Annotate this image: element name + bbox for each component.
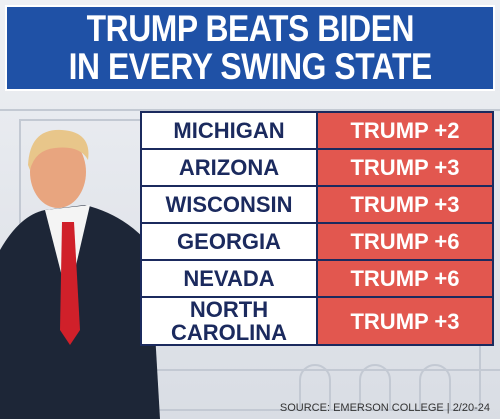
- table-row: ARIZONA TRUMP +3: [142, 150, 492, 185]
- result-cell: TRUMP +6: [318, 261, 492, 296]
- state-cell: MICHIGAN: [142, 113, 316, 148]
- person-figure: [0, 129, 160, 419]
- state-cell: GEORGIA: [142, 224, 316, 259]
- result-cell: TRUMP +3: [318, 150, 492, 185]
- title-banner: TRUMP BEATS BIDEN IN EVERY SWING STATE: [5, 5, 495, 91]
- table-row: GEORGIA TRUMP +6: [142, 224, 492, 259]
- table-row: NORTH CAROLINA TRUMP +3: [142, 298, 492, 344]
- state-cell: ARIZONA: [142, 150, 316, 185]
- title-line: IN EVERY SWING STATE: [68, 46, 432, 87]
- source-note: SOURCE: EMERSON COLLEGE | 2/20-24: [279, 402, 490, 414]
- state-cell: NORTH CAROLINA: [142, 298, 316, 344]
- state-cell: WISCONSIN: [142, 187, 316, 222]
- title-line: TRUMP BEATS BIDEN: [86, 8, 414, 49]
- results-table: MICHIGAN TRUMP +2 ARIZONA TRUMP +3 WISCONSIN…: [140, 111, 494, 346]
- result-cell: TRUMP +6: [318, 224, 492, 259]
- result-cell: TRUMP +3: [318, 187, 492, 222]
- state-cell: NEVADA: [142, 261, 316, 296]
- result-cell: TRUMP +2: [318, 113, 492, 148]
- table-row: MICHIGAN TRUMP +2: [142, 113, 492, 148]
- result-cell: TRUMP +3: [318, 298, 492, 344]
- table-row: WISCONSIN TRUMP +3: [142, 187, 492, 222]
- table-row: NEVADA TRUMP +6: [142, 261, 492, 296]
